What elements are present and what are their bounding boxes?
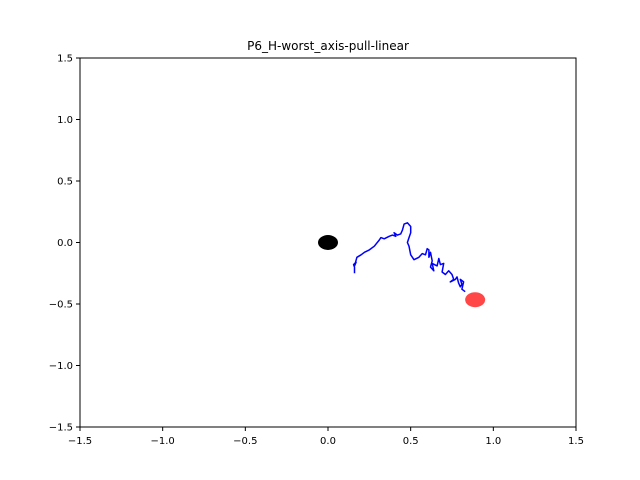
x-axis-ticks: −1.5 −1.0 −0.5 0.0 0.5 1.0 1.5	[68, 427, 584, 447]
y-tick-label: −0.5	[49, 300, 73, 311]
y-tick-label: 0.0	[57, 238, 73, 249]
y-tick-label: −1.0	[49, 361, 73, 372]
end-marker	[465, 292, 486, 308]
y-tick-label: 1.5	[57, 54, 73, 65]
series-layer	[352, 222, 466, 293]
y-tick-label: 0.5	[57, 177, 73, 188]
x-tick-label: 1.5	[568, 436, 584, 447]
x-tick-label: −1.0	[151, 436, 175, 447]
y-tick-label: −1.5	[49, 423, 73, 434]
y-tick-label: 1.0	[57, 115, 73, 126]
plot-frame	[79, 57, 577, 428]
x-tick-label: 0.5	[403, 436, 419, 447]
marker-layer	[318, 235, 486, 308]
x-tick-label: 1.0	[485, 436, 501, 447]
x-tick-label: −0.5	[233, 436, 257, 447]
chart-title: P6_H-worst_axis-pull-linear	[247, 39, 409, 53]
x-tick-label: 0.0	[320, 436, 336, 447]
trajectory-line	[352, 222, 466, 293]
y-axis-ticks: −1.5 −1.0 −0.5 0.0 0.5 1.0 1.5	[49, 54, 80, 434]
start-marker	[318, 235, 338, 250]
x-tick-label: −1.5	[68, 436, 92, 447]
